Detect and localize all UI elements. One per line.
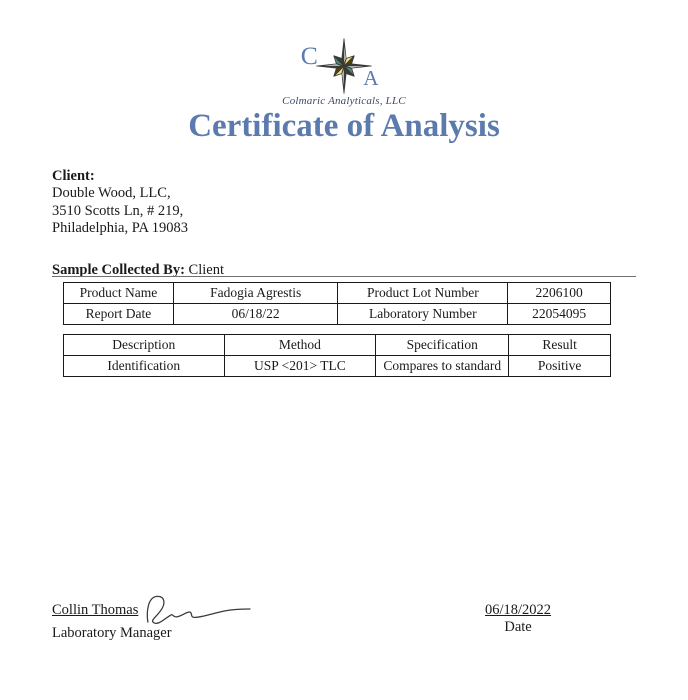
svg-text:C: C bbox=[301, 41, 318, 70]
svg-text:A: A bbox=[363, 66, 379, 90]
